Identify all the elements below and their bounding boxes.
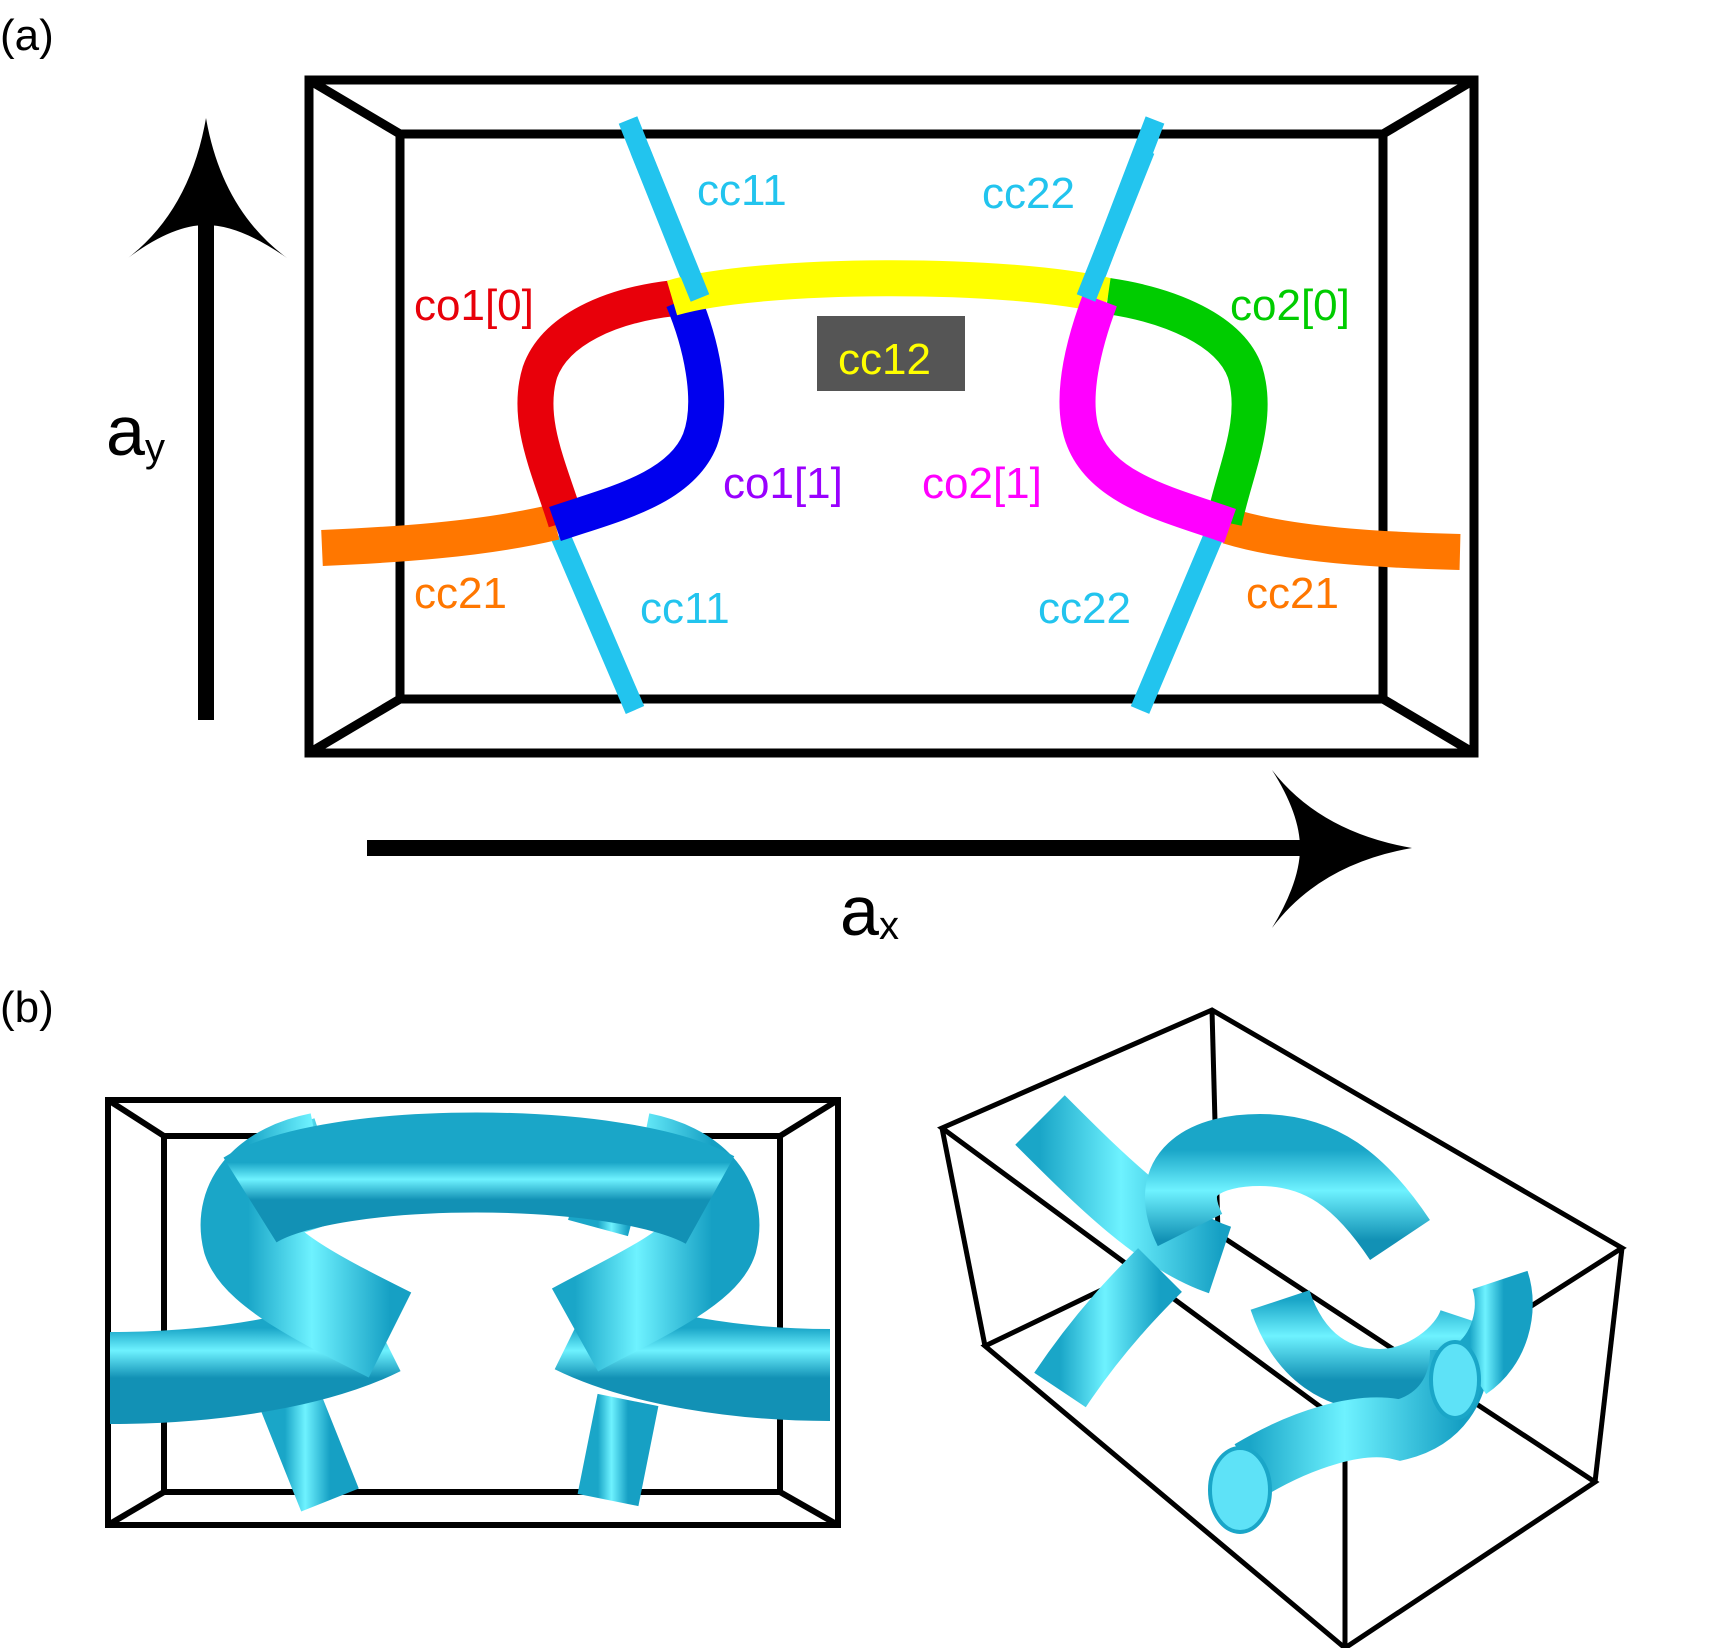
label-co1-1: co1[1] xyxy=(723,459,843,508)
panel-b-front-view xyxy=(105,1097,841,1528)
segment-labels: cc11 cc22 co1[0] co2[0] cc12 co1[1] co2[… xyxy=(414,166,1350,633)
label-cc21-left: cc21 xyxy=(414,569,507,618)
segment-co1-1 xyxy=(549,292,725,542)
panel-b-label: (b) xyxy=(0,983,54,1032)
segment-co2-0 xyxy=(1105,278,1268,526)
panel-a-box xyxy=(304,75,1479,758)
segment-cc22-over xyxy=(1076,146,1155,302)
panel-a: (a) ay ax xyxy=(0,11,1479,950)
x-axis-label: ax xyxy=(840,872,899,950)
panel-a-label: (a) xyxy=(0,11,54,60)
label-cc21-right: cc21 xyxy=(1246,569,1339,618)
segment-cc21-left xyxy=(321,504,560,566)
y-axis-label: ay xyxy=(106,392,165,470)
knot-diagram xyxy=(321,116,1461,714)
label-cc22-bottom: cc22 xyxy=(1038,584,1131,633)
segment-cc11-over xyxy=(630,146,710,302)
label-co2-0: co2[0] xyxy=(1230,281,1350,330)
segment-co1-0 xyxy=(517,280,678,528)
y-axis-arrow xyxy=(128,118,287,720)
label-cc12: cc12 xyxy=(838,335,931,384)
label-cc11-top: cc11 xyxy=(697,166,787,215)
label-cc22-top: cc22 xyxy=(982,169,1075,218)
panel-b-perspective-view xyxy=(937,1007,1627,1648)
panel-b: (b) xyxy=(0,983,1627,1648)
label-co1-0: co1[0] xyxy=(414,281,534,330)
x-axis-arrow xyxy=(367,770,1412,928)
label-cc12-background xyxy=(817,316,965,391)
segment-cc12 xyxy=(666,260,1113,316)
segment-co2-1 xyxy=(1059,293,1236,543)
segment-cc21-right xyxy=(1222,508,1461,570)
label-cc11-bottom: cc11 xyxy=(640,584,730,633)
label-co2-1: co2[1] xyxy=(922,459,1042,508)
